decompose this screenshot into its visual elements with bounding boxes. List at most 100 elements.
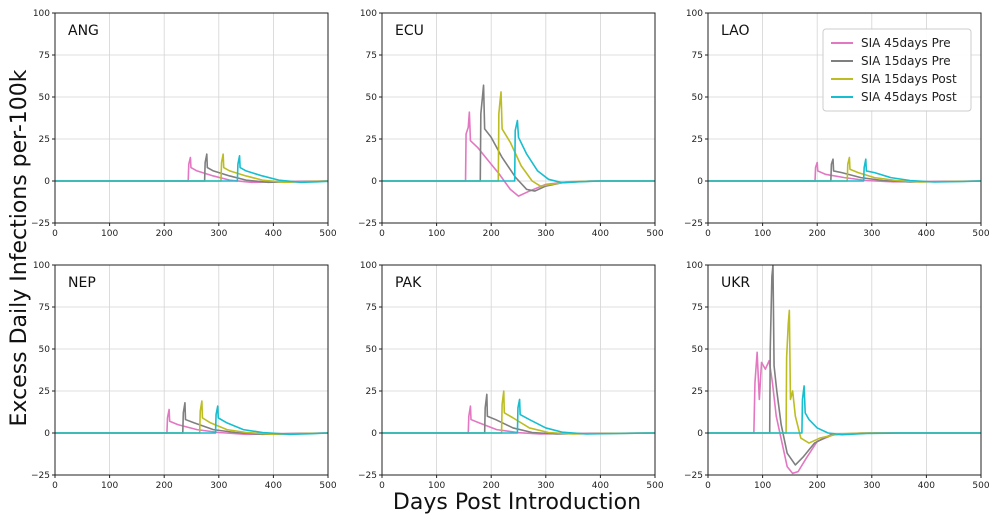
y-tick-label: 25: [39, 135, 50, 145]
y-tick-label: 25: [366, 387, 377, 397]
x-tick-label: 300: [210, 481, 227, 491]
y-tick-label: 25: [366, 135, 377, 145]
y-tick-label: 0: [697, 429, 703, 439]
x-tick-label: 400: [918, 481, 935, 491]
y-tick-label: −25: [684, 219, 703, 229]
y-tick-label: −25: [358, 471, 377, 481]
x-tick-label: 200: [156, 229, 173, 239]
legend-label-sia-45days-post: SIA 45days Post: [861, 90, 957, 104]
y-tick-label: 50: [39, 345, 51, 355]
x-tick-label: 400: [918, 229, 935, 239]
plot-frame: [381, 264, 656, 476]
x-tick-label: 200: [483, 229, 500, 239]
x-tick-label: 500: [319, 481, 336, 491]
series-line-sia-45days-post: [708, 385, 981, 436]
plot-frame: [381, 12, 656, 224]
legend-label-sia-45days-pre: SIA 45days Pre: [861, 36, 951, 50]
x-tick-label: 500: [646, 229, 663, 239]
x-tick-label: 0: [379, 481, 385, 491]
y-tick-label: 75: [39, 51, 50, 61]
series-line-sia-15days-post: [708, 309, 981, 444]
y-tick-label: −25: [684, 471, 703, 481]
series-line-sia-15days-pre: [708, 158, 981, 183]
y-tick-label: 50: [692, 345, 704, 355]
x-tick-label: 400: [265, 481, 282, 491]
y-tick-label: −25: [31, 471, 50, 481]
y-tick-label: 100: [33, 261, 50, 271]
series-line-sia-45days-pre: [708, 351, 981, 475]
x-tick-label: 400: [592, 229, 609, 239]
y-tick-label: 100: [686, 261, 703, 271]
x-tick-label: 300: [863, 481, 880, 491]
plot-frame: [707, 12, 982, 224]
panel-title: ECU: [395, 23, 424, 39]
y-tick-label: −25: [358, 219, 377, 229]
y-tick-label: −25: [31, 219, 50, 229]
x-tick-label: 100: [754, 481, 771, 491]
y-tick-label: 25: [692, 387, 703, 397]
plot-frame: [54, 12, 329, 224]
plot-frame: [707, 264, 982, 476]
x-axis-label: Days Post Introduction: [393, 490, 641, 515]
series-line-sia-45days-post: [382, 119, 655, 184]
y-tick-label: 0: [44, 429, 50, 439]
series-line-sia-45days-post: [708, 158, 981, 183]
y-tick-label: 75: [692, 51, 703, 61]
y-tick-label: 100: [360, 9, 377, 19]
legend-label-sia-15days-pre: SIA 15days Pre: [861, 54, 951, 68]
x-tick-label: 0: [705, 481, 711, 491]
y-tick-label: 50: [366, 345, 378, 355]
series-line-sia-15days-pre: [55, 401, 328, 436]
y-tick-label: 75: [366, 51, 377, 61]
x-tick-label: 500: [972, 229, 989, 239]
x-tick-label: 100: [428, 229, 445, 239]
x-tick-label: 100: [101, 481, 118, 491]
series-line-sia-45days-post: [382, 398, 655, 435]
y-tick-label: 50: [366, 93, 378, 103]
x-tick-label: 100: [754, 229, 771, 239]
x-tick-label: 400: [592, 481, 609, 491]
y-tick-label: 0: [371, 177, 377, 187]
x-tick-label: 400: [265, 229, 282, 239]
x-tick-label: 300: [210, 229, 227, 239]
x-tick-label: 300: [537, 481, 554, 491]
y-tick-label: 75: [692, 303, 703, 313]
y-tick-label: 100: [360, 261, 377, 271]
panel-title: ANG: [68, 23, 99, 39]
series-line-sia-45days-post: [55, 155, 328, 184]
x-tick-label: 0: [379, 229, 385, 239]
legend-label-sia-15days-post: SIA 15days Post: [861, 72, 957, 86]
series-line-sia-15days-post: [55, 400, 328, 436]
plot-frame: [54, 264, 329, 476]
legend-box: [822, 28, 972, 112]
y-tick-label: 75: [366, 303, 377, 313]
legend: SIA 45days Pre SIA 15days Pre SIA 15days P…: [822, 28, 972, 112]
y-tick-label: 25: [39, 387, 50, 397]
x-tick-label: 300: [537, 229, 554, 239]
x-tick-label: 0: [705, 229, 711, 239]
x-tick-label: 200: [809, 481, 826, 491]
series-line-sia-45days-post: [55, 405, 328, 436]
x-tick-label: 500: [972, 481, 989, 491]
y-tick-label: 0: [697, 177, 703, 187]
y-tick-label: 50: [692, 93, 704, 103]
y-tick-label: 0: [371, 429, 377, 439]
series-line-sia-45days-pre: [382, 111, 655, 197]
x-tick-label: 200: [483, 481, 500, 491]
x-tick-label: 100: [101, 229, 118, 239]
panel-title: NEP: [68, 275, 96, 291]
x-tick-label: 200: [809, 229, 826, 239]
x-tick-label: 200: [156, 481, 173, 491]
x-tick-label: 100: [428, 481, 445, 491]
y-axis-label: Excess Daily Infections per-100k: [7, 69, 32, 426]
y-tick-label: 100: [686, 9, 703, 19]
panel-title: LAO: [721, 23, 749, 39]
y-tick-label: 75: [39, 303, 50, 313]
x-tick-label: 500: [319, 229, 336, 239]
